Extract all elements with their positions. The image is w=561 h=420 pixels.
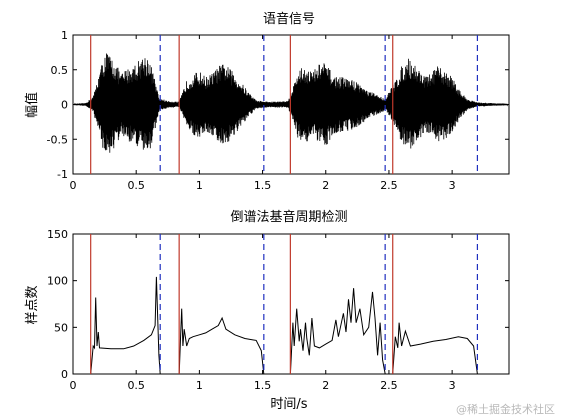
x-tick-label: 1 [196, 179, 203, 192]
plot-frame [72, 233, 510, 375]
y-tick-label: -1 [57, 168, 68, 181]
watermark: @稀土掘金技术社区 [456, 403, 555, 416]
y-tick-label: 150 [47, 228, 68, 241]
x-tick-label: 2.5 [380, 179, 398, 192]
waveform-ylabel: 幅值 [24, 92, 40, 118]
x-tick-label: 2.5 [380, 379, 398, 392]
pitch-period-series [90, 276, 161, 375]
x-tick-label: 2 [322, 179, 329, 192]
pitch-title: 倒谱法基音周期检测 [230, 209, 347, 225]
y-tick-label: 0 [61, 99, 68, 112]
waveform-title: 语音信号 [263, 11, 315, 27]
y-tick-label: -0.5 [47, 133, 68, 146]
pitch-period-series [289, 288, 386, 375]
pitch-period-series [392, 322, 478, 375]
pitch-ylabel: 样点数 [25, 285, 40, 324]
x-tick-label: 0.5 [127, 179, 145, 192]
x-tick-label: 3 [449, 379, 456, 392]
x-tick-label: 3 [449, 179, 456, 192]
pitch-plot: 0 0.5 1 1.5 2 2.5 3 0 50 100 150 [47, 228, 510, 392]
x-tick-label: 1.5 [254, 379, 272, 392]
x-tick-label: 2 [322, 379, 329, 392]
y-tick-label: 100 [47, 275, 68, 288]
x-tick-label: 1.5 [254, 179, 272, 192]
pitch-period-series [178, 308, 265, 375]
pitch-axes: 倒谱法基音周期检测 样点数 时间/s 0 0.5 1 1.5 2 2.5 3 0 50 100 15… [25, 209, 510, 412]
waveform-axes: 语音信号 幅值 0 0.5 1 1.5 2 2.5 3 -1 -0.5 0 0.5 1 [24, 11, 510, 192]
pitch-xlabel: 时间/s [270, 397, 307, 412]
x-tick-label: 0 [70, 379, 77, 392]
x-tick-label: 1 [196, 379, 203, 392]
y-tick-label: 0.5 [51, 64, 69, 77]
y-tick-label: 0 [61, 368, 68, 381]
x-tick-label: 0.5 [127, 379, 145, 392]
x-tick-label: 0 [70, 179, 77, 192]
y-tick-label: 1 [61, 29, 68, 42]
waveform-plot: 0 0.5 1 1.5 2 2.5 3 -1 -0.5 0 0.5 1 [47, 29, 510, 192]
y-tick-label: 50 [54, 321, 68, 334]
